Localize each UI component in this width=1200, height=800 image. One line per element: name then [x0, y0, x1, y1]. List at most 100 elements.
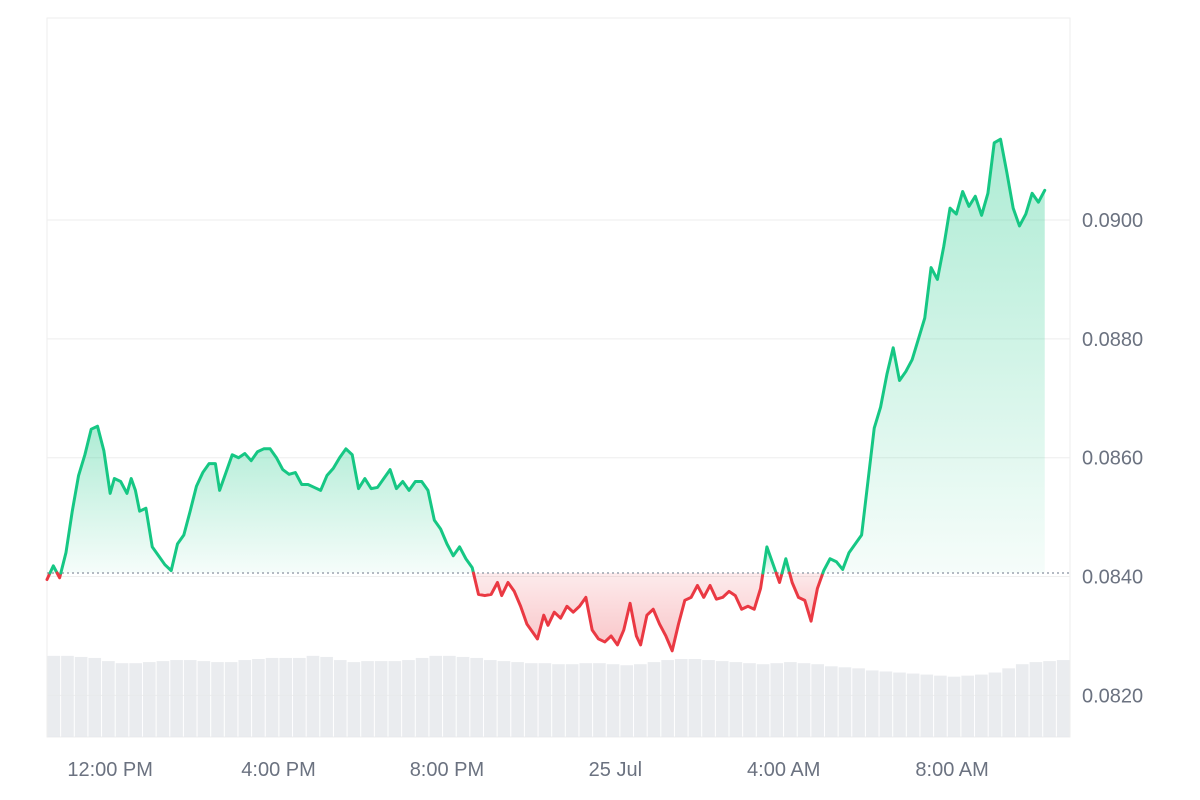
volume-bar: [224, 662, 238, 737]
volume-bar: [947, 676, 961, 737]
volume-bar: [1015, 664, 1029, 737]
price-area-down: [789, 573, 823, 622]
volume-bar: [456, 656, 470, 737]
volume-bar: [879, 671, 893, 737]
price-line-down: [774, 571, 784, 584]
volume-bar: [579, 663, 593, 737]
y-tick-label: 0.0900: [1082, 210, 1143, 232]
x-tick-label: 25 Jul: [589, 759, 642, 781]
volume-bar: [279, 657, 293, 737]
volume-bar: [470, 657, 483, 737]
volume-bars: [47, 655, 1070, 737]
volume-bar: [524, 663, 538, 737]
price-area-up: [822, 139, 1045, 573]
volume-bar: [306, 655, 320, 737]
volume-bar: [852, 668, 865, 737]
volume-bar: [443, 655, 456, 737]
volume-bar: [661, 660, 674, 737]
volume-bar: [74, 656, 88, 737]
volume-bar: [402, 660, 415, 737]
volume-bar: [565, 664, 579, 737]
volume-bar: [170, 660, 183, 737]
volume-bar: [634, 664, 647, 737]
price-line-up: [761, 545, 778, 575]
volume-bar: [811, 664, 824, 737]
volume-bar: [156, 661, 170, 737]
volume-bar: [920, 674, 934, 737]
volume-bar: [975, 674, 988, 737]
volume-bar: [688, 659, 702, 737]
price-lines: [45, 137, 1047, 653]
volume-bar: [1056, 660, 1070, 737]
x-tick-label: 8:00 AM: [915, 759, 988, 781]
volume-bar: [61, 655, 74, 737]
price-line-up: [48, 564, 59, 575]
price-area-down: [473, 573, 763, 651]
volume-bar: [88, 657, 102, 737]
volume-bar: [388, 661, 402, 737]
volume-bar: [552, 664, 565, 737]
volume-bar: [784, 662, 797, 737]
volume-bar: [333, 660, 347, 737]
volume-bar: [252, 659, 265, 737]
y-tick-label: 0.0860: [1082, 448, 1143, 470]
volume-bar: [320, 656, 333, 737]
price-area-up: [60, 426, 474, 573]
price-line-down: [471, 571, 765, 653]
price-areas: [47, 139, 1045, 651]
price-line-up: [59, 424, 475, 575]
volume-bar: [415, 657, 429, 737]
volume-bar: [183, 660, 197, 737]
price-line-down: [55, 571, 63, 580]
volume-bar: [361, 661, 374, 737]
volume-bar: [1043, 661, 1056, 737]
volume-bar: [497, 661, 511, 737]
y-tick-label: 0.0820: [1082, 685, 1143, 707]
volume-bar: [961, 675, 975, 737]
volume-bar: [211, 662, 224, 737]
volume-bar: [142, 662, 156, 737]
volume-bar: [197, 661, 211, 737]
x-tick-label: 12:00 PM: [67, 759, 153, 781]
volume-bar: [47, 655, 61, 737]
volume-bar: [538, 663, 552, 737]
price-line-down: [788, 571, 825, 623]
x-tick-label: 8:00 PM: [410, 759, 484, 781]
y-axis: 0.0820 0.0840 0.0860 0.0880 0.0900: [1082, 210, 1143, 707]
volume-bar: [824, 666, 838, 737]
x-axis: 12:00 PM 4:00 PM 8:00 PM 25 Jul 4:00 AM 8:00 …: [67, 759, 988, 781]
volume-bar: [702, 660, 715, 737]
price-line-up: [780, 557, 792, 575]
volume-bar: [893, 672, 906, 737]
volume-bar: [988, 672, 1002, 737]
volume-bar: [1002, 668, 1015, 737]
volume-bar: [743, 663, 756, 737]
volume-bar: [115, 663, 129, 737]
volume-bar: [797, 663, 811, 737]
volume-bar: [647, 662, 661, 737]
volume-bar: [374, 661, 388, 737]
volume-bar: [511, 662, 524, 737]
volume-bar: [102, 661, 115, 737]
volume-bar: [293, 657, 306, 737]
volume-bar: [756, 664, 770, 737]
y-tick-label: 0.0840: [1082, 567, 1143, 589]
volume-bar: [838, 667, 852, 737]
volume-bar: [620, 665, 634, 737]
volume-bar: [593, 663, 606, 737]
volume-bar: [906, 673, 920, 737]
volume-bar: [934, 675, 947, 737]
volume-bar: [1029, 662, 1043, 737]
volume-bar: [770, 663, 784, 737]
volume-bar: [674, 659, 688, 737]
volume-bar: [865, 670, 879, 737]
volume-bar: [729, 662, 743, 737]
volume-bar: [483, 660, 497, 737]
volume-bar: [238, 660, 252, 737]
price-line-up: [821, 137, 1047, 575]
y-tick-label: 0.0880: [1082, 329, 1143, 351]
volume-bar: [606, 664, 620, 737]
x-tick-label: 4:00 PM: [241, 759, 315, 781]
